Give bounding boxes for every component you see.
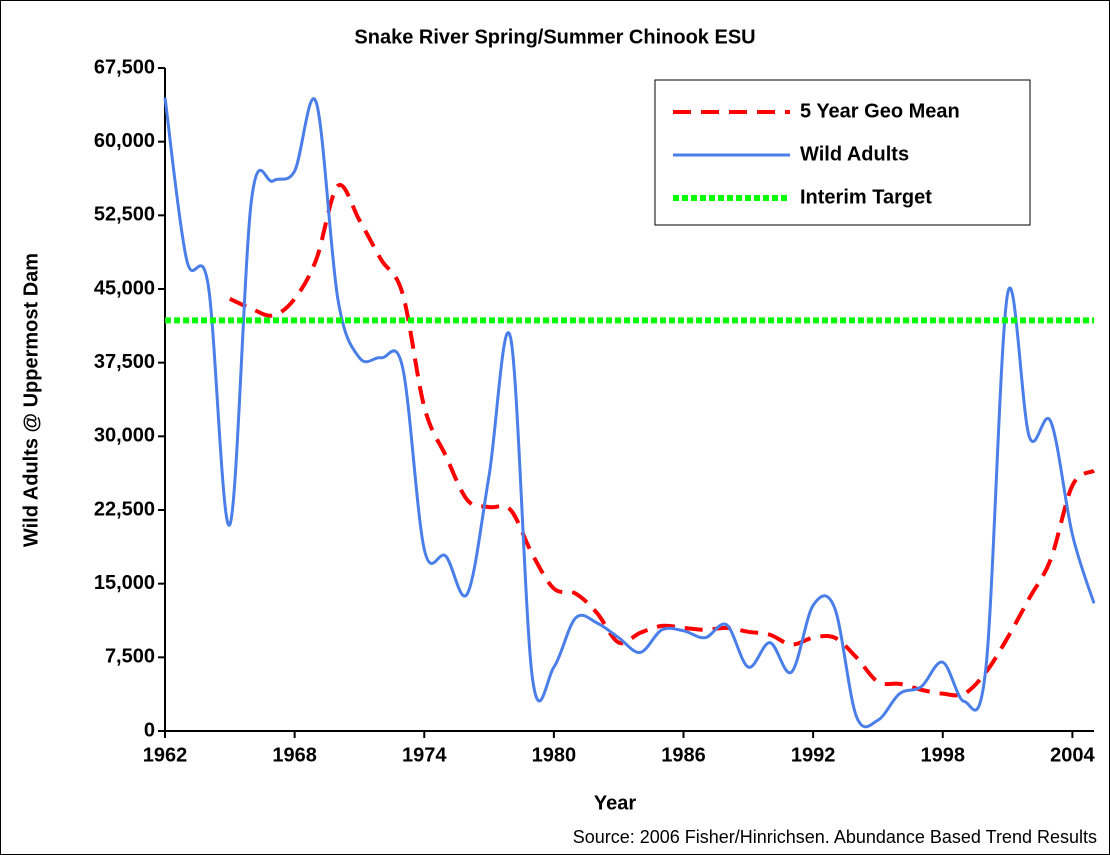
legend-label: Wild Adults [800, 143, 909, 165]
y-tick-label: 30,000 [94, 425, 155, 447]
legend-label: 5 Year Geo Mean [800, 100, 960, 122]
y-tick-label: 67,500 [94, 56, 155, 78]
y-tick-label: 37,500 [94, 351, 155, 373]
x-tick-label: 1962 [143, 744, 188, 766]
x-tick-label: 1980 [532, 744, 577, 766]
x-tick-label: 2004 [1050, 744, 1095, 766]
y-tick-label: 52,500 [94, 204, 155, 226]
legend-label: Interim Target [800, 186, 932, 208]
y-tick-label: 7,500 [105, 646, 155, 668]
x-tick-label: 1968 [272, 744, 317, 766]
x-tick-label: 1986 [661, 744, 706, 766]
legend-box [654, 79, 1031, 226]
y-axis-label: Wild Adults @ Uppermost Dam [20, 253, 42, 547]
y-tick-label: 15,000 [94, 572, 155, 594]
x-tick-label: 1998 [921, 744, 966, 766]
source-note: Source: 2006 Fisher/Hinrichsen. Abundanc… [573, 827, 1097, 847]
chart-title: Snake River Spring/Summer Chinook ESU [354, 26, 755, 48]
x-tick-label: 1992 [791, 744, 836, 766]
series-line [163, 97, 1096, 729]
x-tick-label: 1974 [402, 744, 447, 766]
y-tick-label: 0 [144, 719, 155, 741]
y-tick-label: 45,000 [94, 277, 155, 299]
series-line [228, 182, 1096, 698]
y-tick-label: 60,000 [94, 130, 155, 152]
x-axis-label: Year [594, 792, 636, 814]
y-tick-label: 22,500 [94, 498, 155, 520]
